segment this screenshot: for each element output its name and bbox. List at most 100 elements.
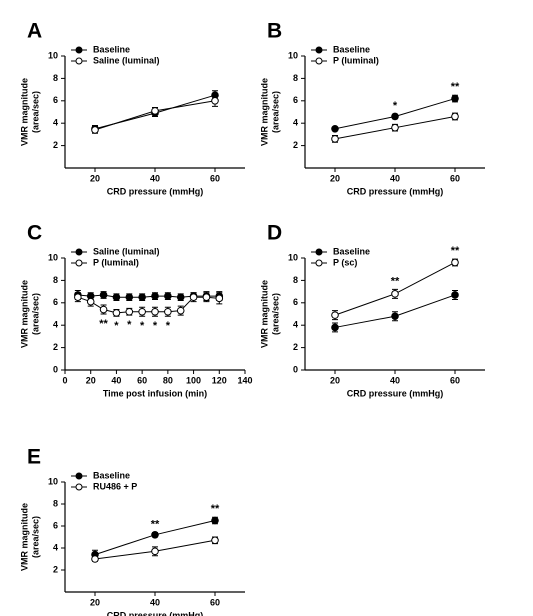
data-point [176, 306, 185, 315]
legend-marker [315, 46, 323, 54]
data-point [99, 291, 108, 299]
annotation: * [166, 320, 171, 332]
data-point [151, 292, 159, 300]
legend-label: Saline (luminal) [93, 246, 160, 256]
legend-label: P (luminal) [93, 257, 139, 267]
data-point [451, 291, 459, 299]
data-point [151, 531, 159, 539]
y-tick-label: 2 [53, 342, 58, 352]
y-tick-label: 10 [48, 50, 58, 60]
y-axis-label: VMR magnitude [259, 280, 269, 348]
x-tick-label: 20 [90, 173, 100, 183]
y-tick-label: 2 [53, 140, 58, 150]
data-point [86, 297, 95, 306]
panel-group: A 2 4 6 8 10 20 40 60 CRD pressure (mmHg) VMR magn… [19, 20, 245, 196]
y-tick-label: 6 [293, 297, 298, 307]
y-tick-label: 4 [53, 320, 58, 330]
data-point [391, 312, 399, 321]
legend-marker [75, 248, 83, 256]
series-line [77, 296, 220, 314]
x-tick-label: 60 [210, 597, 220, 607]
data-point [164, 307, 172, 316]
x-tick-label: 60 [450, 173, 460, 183]
y-tick-label: 10 [48, 476, 58, 486]
data-point [451, 258, 459, 267]
data-point [138, 293, 146, 302]
x-tick-label: 40 [150, 173, 160, 183]
y-tick-label: 8 [53, 275, 58, 285]
data-point [151, 307, 159, 316]
x-tick-label: 60 [450, 375, 460, 385]
y-tick-label: 2 [53, 564, 58, 574]
legend-marker [315, 259, 323, 267]
data-point [112, 309, 121, 317]
panel-label: C [27, 222, 42, 245]
data-point [91, 555, 99, 563]
panel-group: E 2 4 6 8 10 20 40 60 CRD pressure (mmHg) VMR magn… [19, 446, 245, 616]
data-point [391, 112, 399, 121]
x-tick-label: 120 [212, 375, 227, 385]
legend-marker [75, 46, 83, 54]
y-tick-label: 8 [293, 73, 298, 83]
data-point [74, 293, 82, 302]
y-tick-label: 10 [288, 50, 298, 60]
x-tick-label: 100 [186, 375, 201, 385]
x-tick-label: 40 [390, 173, 400, 183]
x-tick-label: 20 [330, 173, 340, 183]
legend-label: RU486 + P [93, 481, 137, 491]
y-axis-label: VMR magnitude [19, 78, 29, 146]
annotation: * [114, 320, 119, 332]
y-tick-label: 6 [293, 95, 298, 105]
data-point [451, 94, 459, 103]
y-tick-label: 0 [53, 364, 58, 374]
y-tick-label: 8 [293, 275, 298, 285]
legend-marker [315, 248, 323, 256]
y-tick-label: 6 [53, 95, 58, 105]
data-point [125, 293, 134, 302]
annotation: * [153, 320, 158, 332]
y-tick-label: 8 [53, 73, 58, 83]
panel-label: E [27, 446, 41, 469]
data-point [331, 135, 339, 143]
data-point [112, 293, 121, 302]
data-point [151, 547, 159, 556]
y-tick-label: 10 [48, 252, 58, 262]
y-axis-label: (area/sec) [270, 91, 280, 133]
y-tick-label: 10 [288, 252, 298, 262]
annotation: ** [451, 81, 460, 93]
y-axis-label: (area/sec) [30, 91, 40, 133]
data-point [176, 293, 185, 302]
x-tick-label: 60 [210, 173, 220, 183]
x-axis-label: CRD pressure (mmHg) [107, 186, 204, 196]
y-tick-label: 0 [293, 364, 298, 374]
annotation: ** [211, 503, 220, 515]
y-tick-label: 6 [53, 297, 58, 307]
x-tick-label: 0 [62, 375, 67, 385]
panel-group: D 0 2 4 6 8 10 20 40 60 CRD pressure (mmHg) VMR mag… [259, 222, 485, 398]
data-point [215, 294, 224, 303]
x-axis-label: Time post infusion (min) [103, 388, 207, 398]
legend-label: Baseline [93, 44, 130, 54]
data-point [331, 323, 339, 332]
annotation: ** [451, 245, 460, 257]
data-point [91, 126, 99, 134]
data-point [211, 516, 219, 525]
data-point [138, 307, 146, 316]
y-axis-label: (area/sec) [30, 516, 40, 558]
data-point [99, 305, 108, 314]
x-tick-label: 60 [137, 375, 147, 385]
data-point [151, 107, 159, 115]
series-line [334, 262, 456, 316]
data-point [164, 292, 172, 300]
data-point [391, 290, 399, 298]
x-tick-label: 20 [330, 375, 340, 385]
data-point [331, 125, 339, 133]
legend-label: Baseline [93, 470, 130, 480]
legend-marker [75, 472, 83, 480]
data-point [451, 112, 459, 121]
panel-label: A [27, 20, 42, 43]
x-tick-label: 20 [86, 375, 96, 385]
panel-label: D [267, 222, 282, 245]
annotation: ** [151, 519, 160, 531]
y-axis-label: VMR magnitude [259, 78, 269, 146]
